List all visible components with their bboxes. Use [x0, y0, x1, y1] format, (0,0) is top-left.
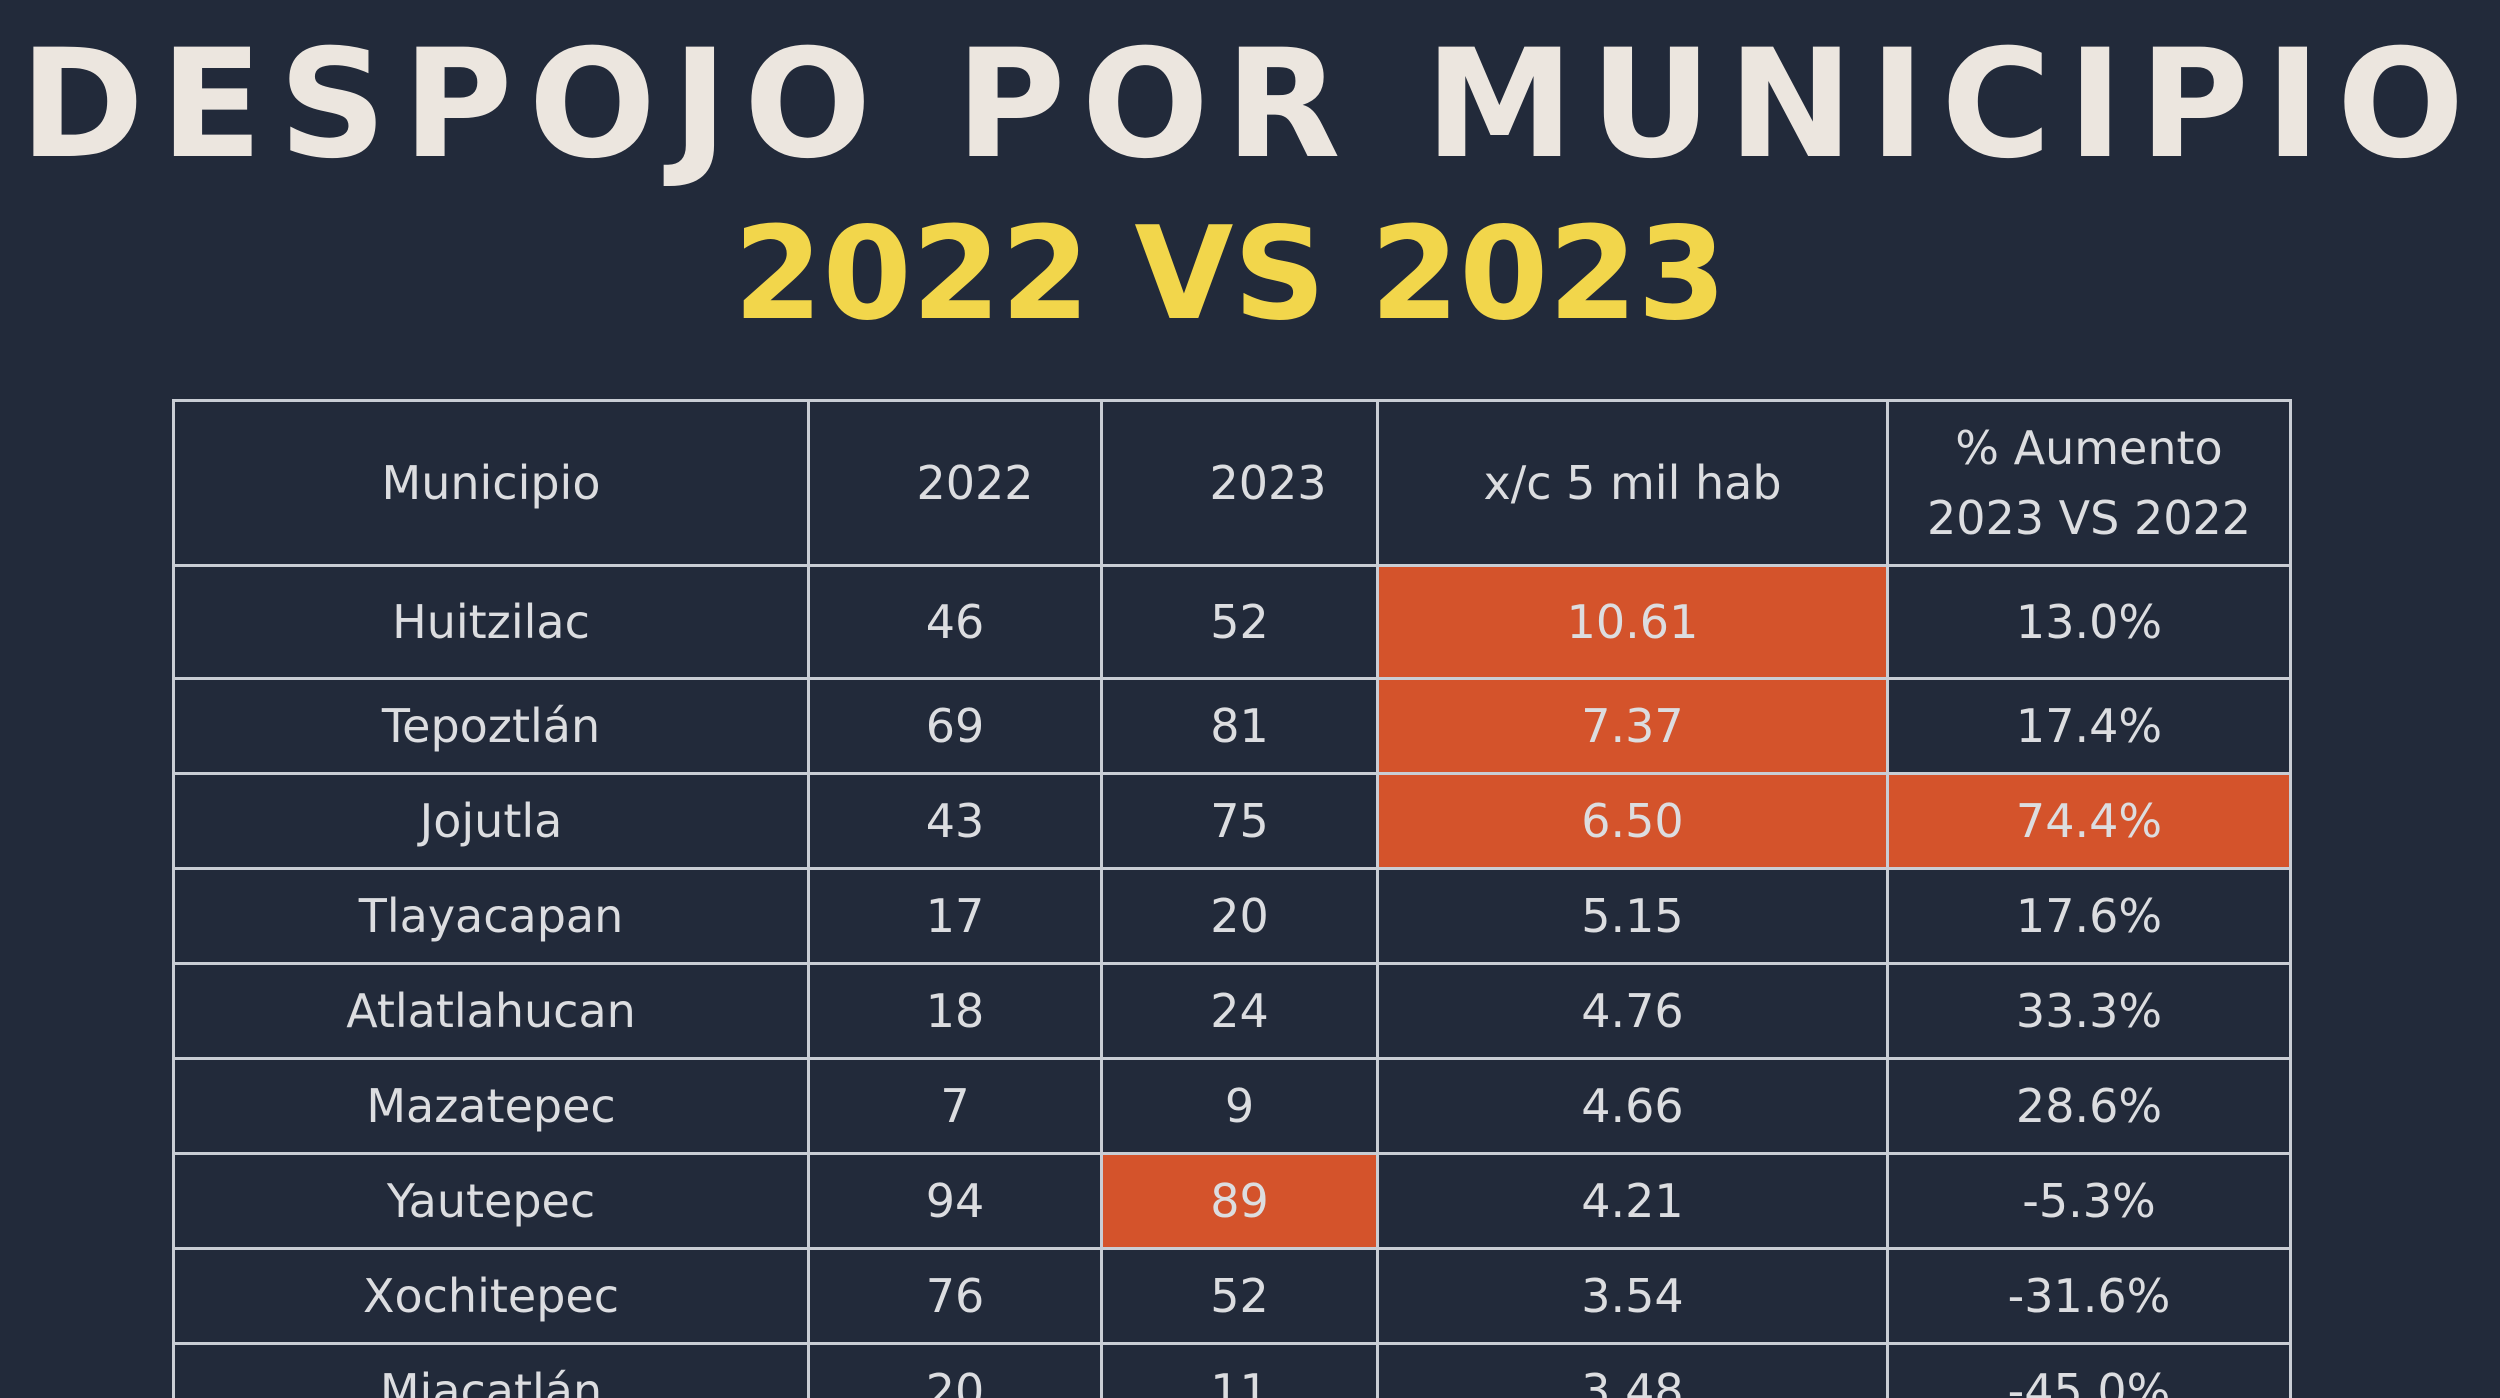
- column-header: 2023: [1100, 399, 1379, 567]
- column-header-text: Municipio: [381, 456, 601, 510]
- column-header: x/c 5 mil hab: [1376, 399, 1889, 567]
- table-cell: 52: [1100, 564, 1379, 680]
- table-cell: 74.4%: [1886, 772, 2292, 870]
- table-cell: Mazatepec: [172, 1057, 810, 1155]
- data-table: Municipio 2022 2023 x/c 5 mil hab % Aumento …: [172, 399, 2292, 1398]
- table-cell: 43: [807, 772, 1103, 870]
- table-row: Huitzilac 46 52 10.61 13.0%: [172, 564, 2292, 680]
- table-cell: 20: [1100, 867, 1379, 965]
- header-row: Municipio 2022 2023 x/c 5 mil hab % Aumento …: [172, 399, 2292, 567]
- table-cell: -45.0%: [1886, 1342, 2292, 1398]
- title: DESPOJO POR MUNICIPIO: [19, 18, 2481, 192]
- column-header-text: 2023: [1209, 456, 1327, 510]
- table-cell: 7.37: [1376, 677, 1889, 775]
- table-cell: -5.3%: [1886, 1152, 2292, 1250]
- table-cell: 89: [1100, 1152, 1379, 1250]
- column-header-text: x/c 5 mil hab: [1483, 456, 1782, 510]
- table-cell: Tepoztlán: [172, 677, 810, 775]
- table-row: Mazatepec 7 9 4.66 28.6%: [172, 1057, 2292, 1155]
- table-cell: 24: [1100, 962, 1379, 1060]
- table-cell: Huitzilac: [172, 564, 810, 680]
- column-header: 2022: [807, 399, 1103, 567]
- table-row: Atlatlahucan 18 24 4.76 33.3%: [172, 962, 2292, 1060]
- table-cell: 52: [1100, 1247, 1379, 1345]
- table-cell: 3.48: [1376, 1342, 1889, 1398]
- table-cell: Miacatlán: [172, 1342, 810, 1398]
- table-cell: 7: [807, 1057, 1103, 1155]
- table-cell: 17.4%: [1886, 677, 2292, 775]
- table-cell: 4.66: [1376, 1057, 1889, 1155]
- table-cell: 5.15: [1376, 867, 1889, 965]
- table-cell: 20: [807, 1342, 1103, 1398]
- column-header-text: % Aumento 2023 VS 2022: [1926, 421, 2252, 545]
- column-header: Municipio: [172, 399, 810, 567]
- table-cell: 17: [807, 867, 1103, 965]
- table-cell: 75: [1100, 772, 1379, 870]
- table-cell: 4.21: [1376, 1152, 1889, 1250]
- table-cell: 18: [807, 962, 1103, 1060]
- table-cell: 33.3%: [1886, 962, 2292, 1060]
- table-cell: 6.50: [1376, 772, 1889, 870]
- table-cell: 13.0%: [1886, 564, 2292, 680]
- table-cell: 94: [807, 1152, 1103, 1250]
- table-row: Tlayacapan 17 20 5.15 17.6%: [172, 867, 2292, 965]
- table-cell: 28.6%: [1886, 1057, 2292, 1155]
- table-row: Xochitepec 76 52 3.54 -31.6%: [172, 1247, 2292, 1345]
- table-row: Miacatlán 20 11 3.48 -45.0%: [172, 1342, 2292, 1398]
- table-cell: Tlayacapan: [172, 867, 810, 965]
- table-row: Yautepec 94 89 4.21 -5.3%: [172, 1152, 2292, 1250]
- table-row: Jojutla 43 75 6.50 74.4%: [172, 772, 2292, 870]
- subtitle: 2022 VS 2023: [733, 200, 1727, 349]
- column-header-text: 2022: [916, 456, 1034, 510]
- table-cell: Jojutla: [172, 772, 810, 870]
- table-row: Tepoztlán 69 81 7.37 17.4%: [172, 677, 2292, 775]
- table-cell: 81: [1100, 677, 1379, 775]
- table-cell: 76: [807, 1247, 1103, 1345]
- table-cell: Xochitepec: [172, 1247, 810, 1345]
- table-cell: 17.6%: [1886, 867, 2292, 965]
- table-cell: 46: [807, 564, 1103, 680]
- table-cell: 4.76: [1376, 962, 1889, 1060]
- table-cell: 9: [1100, 1057, 1379, 1155]
- column-header: % Aumento 2023 VS 2022: [1886, 399, 2292, 567]
- table-cell: 3.54: [1376, 1247, 1889, 1345]
- table-cell: 10.61: [1376, 564, 1889, 680]
- table-cell: -31.6%: [1886, 1247, 2292, 1345]
- table-cell: 11: [1100, 1342, 1379, 1398]
- table-cell: 69: [807, 677, 1103, 775]
- table-cell: Atlatlahucan: [172, 962, 810, 1060]
- table-cell: Yautepec: [172, 1152, 810, 1250]
